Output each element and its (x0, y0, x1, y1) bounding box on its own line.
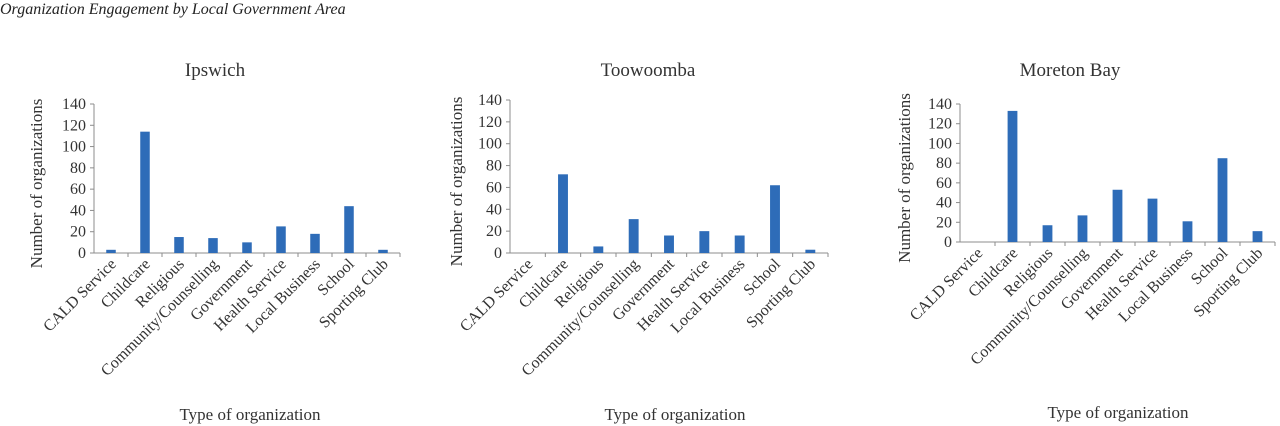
bar-government (664, 235, 674, 253)
bar-community-counselling (208, 238, 218, 253)
y-axis-label: Number of organizations (447, 97, 466, 267)
bar-sporting-club (805, 249, 816, 253)
bar-government (242, 242, 252, 253)
y-axis-label: Number of organizations (27, 99, 46, 269)
y-tick-label: 80 (486, 158, 502, 175)
bar-local-business (1182, 221, 1193, 242)
y-axis-label: Number of organizations (895, 93, 914, 263)
bar-childcare (140, 131, 150, 253)
y-tick-label: 60 (70, 181, 86, 198)
y-tick-label: 140 (478, 92, 502, 109)
y-tick-label: 140 (62, 96, 86, 113)
y-tick-label: 120 (62, 117, 86, 134)
bar-health-service (276, 226, 286, 253)
x-axis-label: Type of organization (179, 405, 321, 424)
figure-title: Organization Engagement by Local Governm… (0, 1, 346, 18)
y-tick-label: 0 (78, 245, 86, 262)
y-tick-label: 80 (70, 160, 86, 177)
y-tick-label: 0 (944, 234, 952, 251)
bar-religious (1042, 225, 1053, 242)
x-axis-label: Type of organization (1047, 403, 1189, 422)
bar-childcare (558, 174, 568, 253)
bar-school (344, 206, 354, 253)
y-tick-label: 80 (936, 155, 952, 172)
bar-health-service (699, 231, 710, 253)
y-tick-label: 40 (70, 202, 86, 219)
y-tick-label: 100 (62, 139, 86, 156)
y-tick-label: 60 (486, 179, 502, 196)
y-tick-label: 0 (494, 245, 502, 262)
x-axis-label: Type of organization (604, 405, 746, 424)
y-tick-label: 100 (928, 135, 952, 152)
bar-local-business (310, 233, 320, 253)
y-tick-label: 20 (70, 224, 86, 241)
y-tick-label: 20 (936, 214, 952, 231)
y-tick-label: 100 (478, 136, 502, 153)
bar-school (770, 185, 780, 253)
bar-community-counselling (628, 219, 639, 253)
bar-community-counselling (1077, 215, 1088, 242)
y-tick-label: 140 (928, 96, 952, 113)
bar-childcare (1007, 110, 1018, 243)
bar-sporting-club (378, 249, 388, 253)
y-tick-label: 120 (928, 116, 952, 133)
bar-cald-service (106, 249, 116, 253)
bar-religious (174, 237, 184, 253)
bar-religious (593, 246, 604, 253)
y-tick-label: 20 (486, 223, 502, 240)
chart-title: Toowoomba (601, 60, 696, 81)
bar-government (1112, 189, 1123, 242)
y-tick-label: 60 (936, 175, 952, 192)
y-tick-label: 40 (936, 195, 952, 212)
bar-school (1217, 158, 1228, 242)
bar-sporting-club (1252, 231, 1263, 242)
y-tick-label: 120 (478, 114, 502, 131)
bar-local-business (734, 235, 745, 253)
y-tick-label: 40 (486, 201, 502, 218)
bar-health-service (1147, 198, 1158, 242)
chart-title: Moreton Bay (1020, 60, 1121, 81)
chart-title: Ipswich (185, 60, 246, 81)
